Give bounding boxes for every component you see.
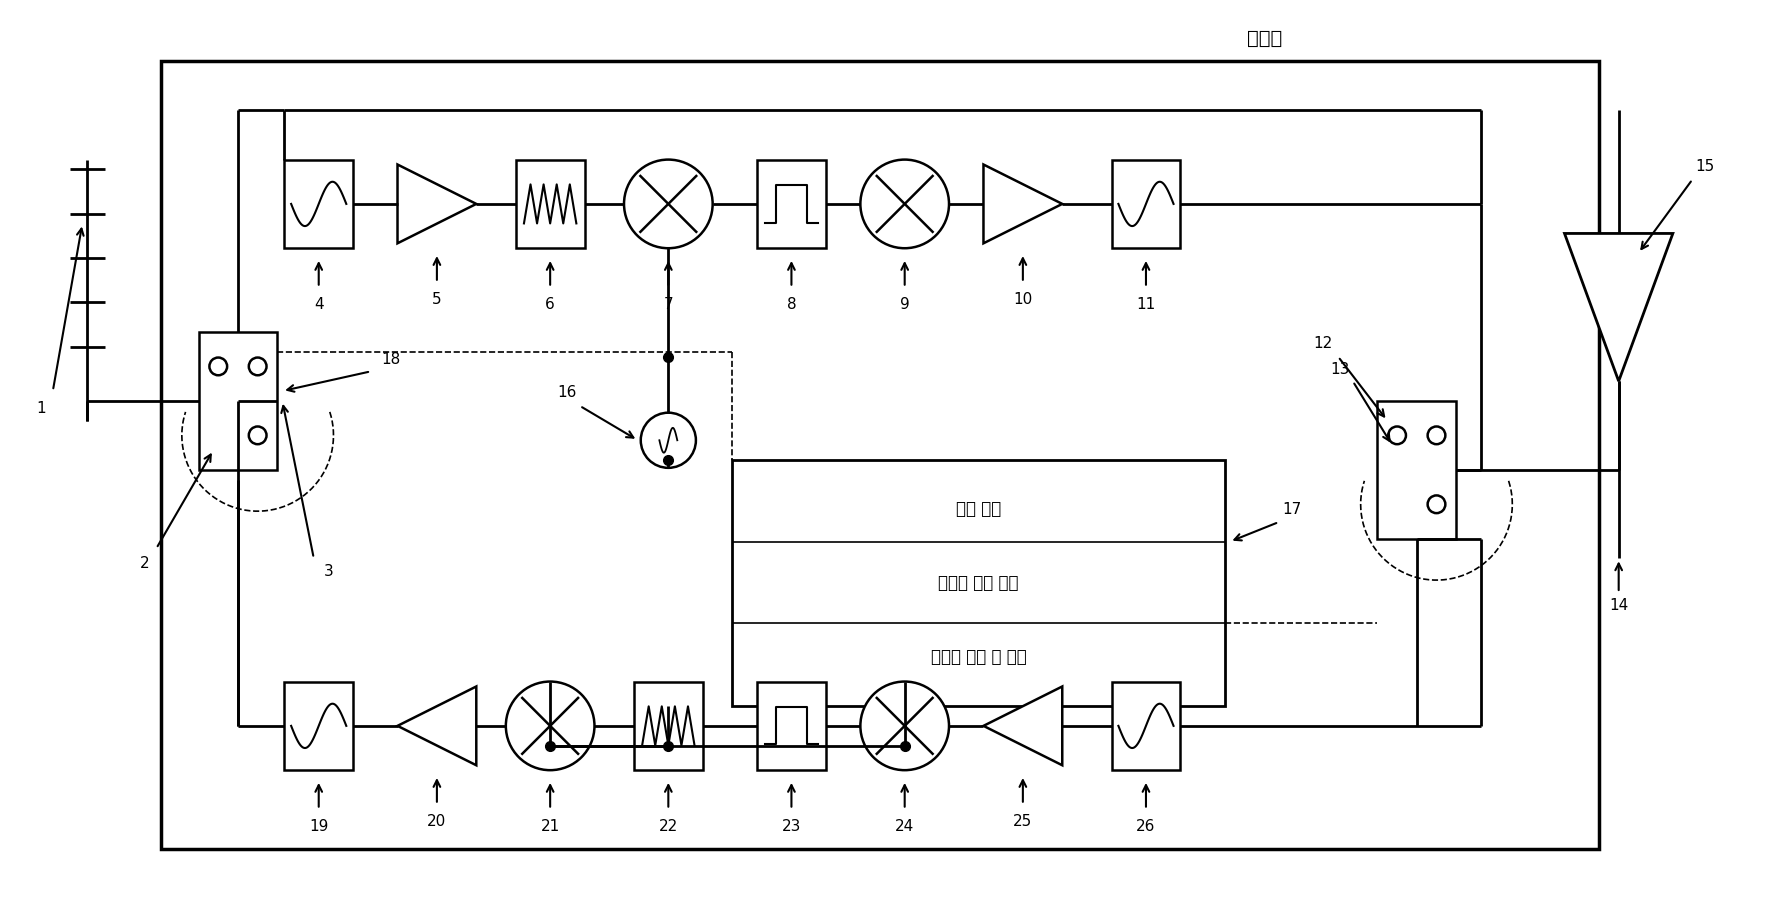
Circle shape <box>249 426 267 444</box>
Bar <box>633 682 702 770</box>
Polygon shape <box>398 165 476 243</box>
Text: 8: 8 <box>787 296 796 312</box>
Bar <box>1111 682 1180 770</box>
Text: 21: 21 <box>541 819 559 834</box>
Circle shape <box>249 358 267 375</box>
Circle shape <box>1428 495 1445 513</box>
Text: 11: 11 <box>1136 296 1155 312</box>
Text: 3: 3 <box>324 564 333 579</box>
Bar <box>285 682 354 770</box>
Text: 18: 18 <box>380 352 400 367</box>
Text: 26: 26 <box>1136 819 1155 834</box>
Text: 7: 7 <box>663 296 674 312</box>
Text: 17: 17 <box>1283 501 1302 517</box>
Text: 9: 9 <box>900 296 909 312</box>
Bar <box>757 682 826 770</box>
Text: 25: 25 <box>1014 813 1033 829</box>
Text: 14: 14 <box>1610 598 1627 613</box>
Text: 스위칭 신호 검출: 스위칭 신호 검출 <box>938 574 1019 592</box>
Text: 22: 22 <box>658 819 678 834</box>
Text: 23: 23 <box>782 819 801 834</box>
Circle shape <box>640 413 695 468</box>
Circle shape <box>1428 426 1445 444</box>
Circle shape <box>209 358 226 375</box>
Text: 6: 6 <box>545 296 555 312</box>
Polygon shape <box>398 686 476 765</box>
Text: 10: 10 <box>1014 292 1033 307</box>
Circle shape <box>1389 426 1406 444</box>
Text: 1: 1 <box>35 402 46 416</box>
Text: 2: 2 <box>140 556 149 571</box>
Polygon shape <box>984 686 1061 765</box>
Text: 12: 12 <box>1314 336 1332 351</box>
Circle shape <box>860 159 948 248</box>
Circle shape <box>860 682 948 770</box>
Circle shape <box>506 682 594 770</box>
Bar <box>757 159 826 248</box>
Bar <box>198 332 278 469</box>
Text: 19: 19 <box>310 819 329 834</box>
Bar <box>1111 159 1180 248</box>
Bar <box>517 159 584 248</box>
Text: 13: 13 <box>1330 361 1350 377</box>
Text: 20: 20 <box>428 813 446 829</box>
Bar <box>285 159 354 248</box>
Text: 스위칭 제어 및 검사: 스위칭 제어 및 검사 <box>930 648 1026 666</box>
Text: 16: 16 <box>557 385 577 401</box>
Bar <box>1378 401 1456 539</box>
Circle shape <box>624 159 713 248</box>
Polygon shape <box>984 165 1061 243</box>
Text: 4: 4 <box>313 296 324 312</box>
Text: 중계기: 중계기 <box>1247 29 1283 48</box>
Polygon shape <box>1564 233 1673 382</box>
Bar <box>732 460 1224 706</box>
Text: 24: 24 <box>895 819 915 834</box>
Text: 5: 5 <box>432 292 442 307</box>
Bar <box>161 61 1599 849</box>
Text: 15: 15 <box>1696 159 1714 174</box>
Text: 전력 검출: 전력 검출 <box>955 501 1001 518</box>
